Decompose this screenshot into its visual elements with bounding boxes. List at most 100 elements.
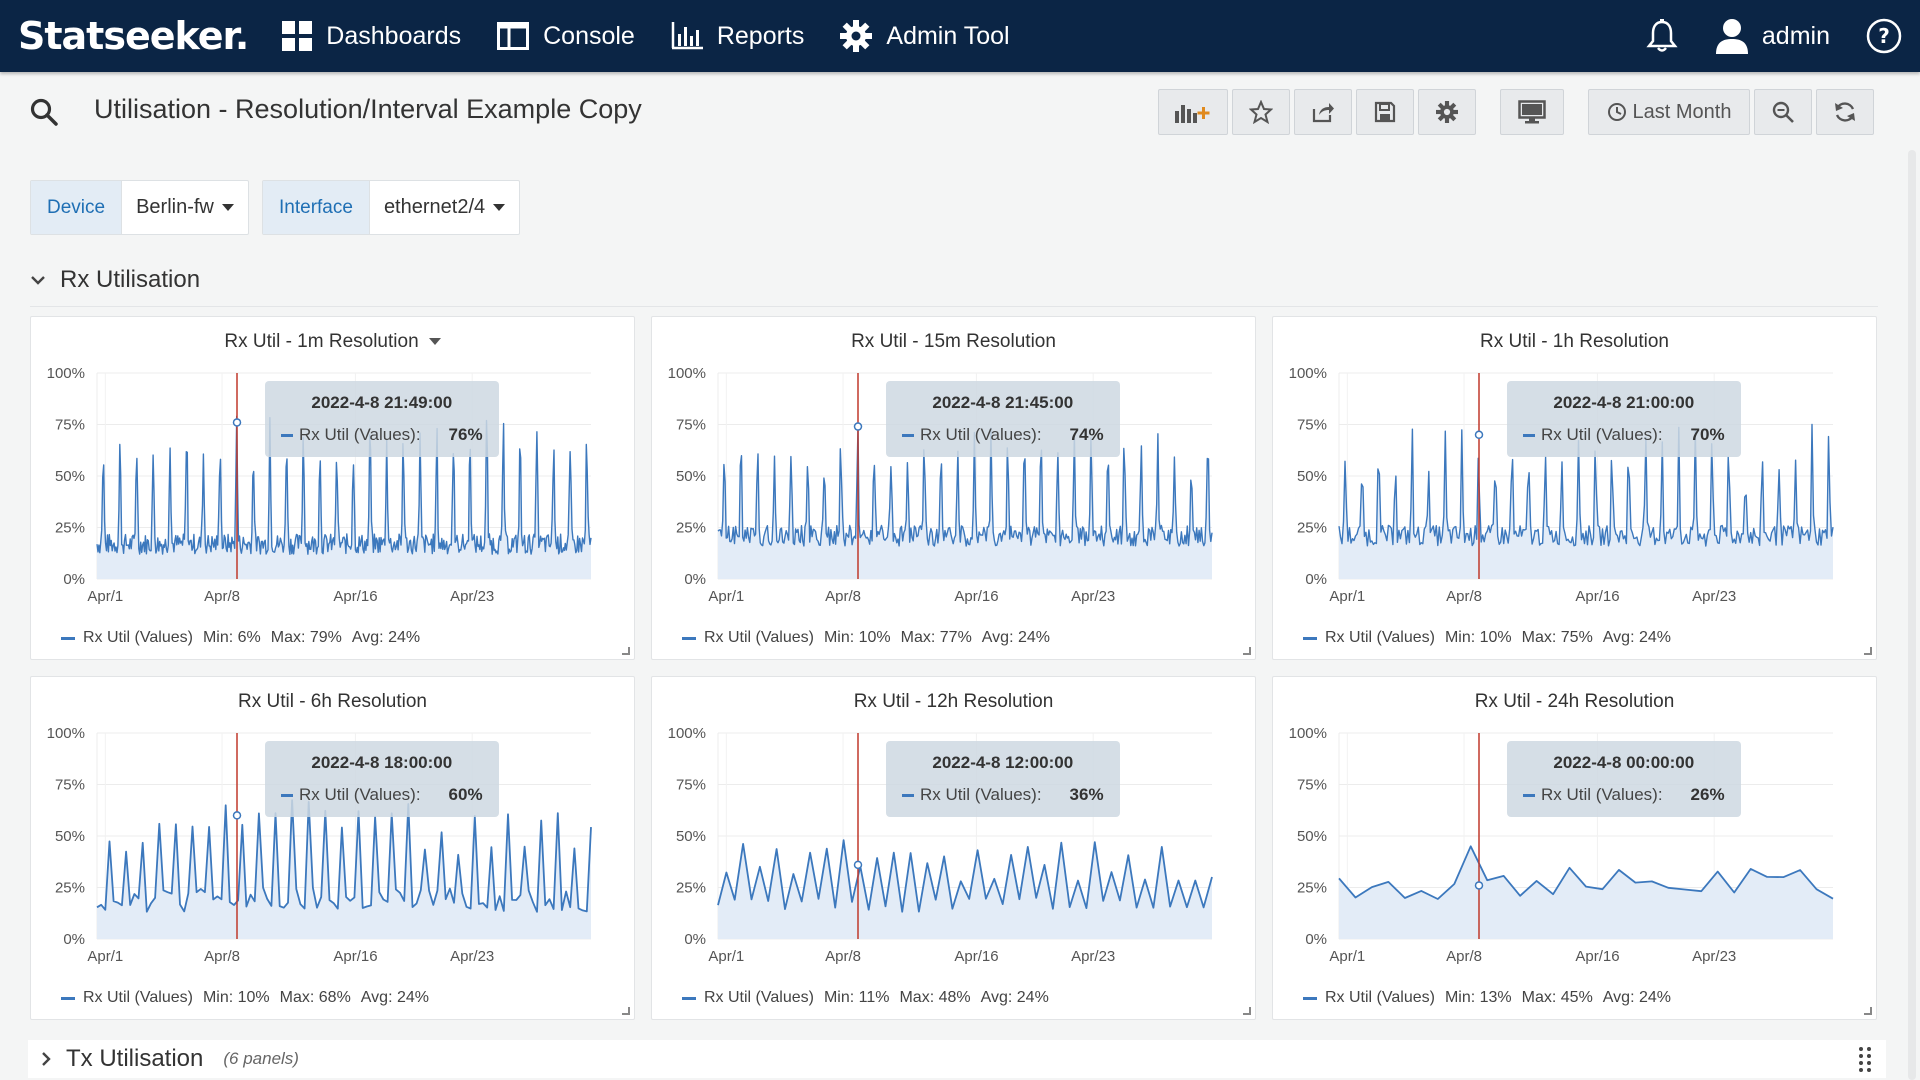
drag-handle-icon[interactable] [1858, 1046, 1872, 1077]
panel-title[interactable]: Rx Util - 15m Resolution [652, 331, 1255, 353]
chart-legend[interactable]: Rx Util (Values) Min: 13% Max: 45% Avg: 24% [1303, 989, 1671, 1007]
help-icon[interactable]: ? [1866, 18, 1902, 54]
time-range-picker[interactable]: Last Month [1588, 89, 1750, 135]
y-tick-label: 25% [676, 520, 706, 537]
legend-swatch [61, 996, 75, 1000]
tooltip-value: 26% [1690, 785, 1725, 804]
panel-rx-1m[interactable]: Rx Util - 1m Resolution 100% 75% 50% 25% 0% A… [30, 316, 635, 660]
chart-rx-15m[interactable]: 100% 75% 50% 25% 0%Apr/1 Apr/8 Apr/16 Apr/23 [652, 317, 1257, 617]
chart-legend[interactable]: Rx Util (Values) Min: 10% Max: 77% Avg: 24% [682, 629, 1050, 647]
series-line [1338, 423, 1834, 547]
star-button[interactable] [1232, 89, 1290, 135]
hover-point [853, 422, 863, 431]
user-menu[interactable]: admin [1715, 18, 1830, 54]
clock-icon [1607, 103, 1626, 121]
settings-button[interactable] [1418, 89, 1476, 135]
panel-title-text: Rx Util - 12h Resolution [853, 691, 1054, 712]
chart-rx-6h[interactable]: 100% 75% 50% 25% 0%Apr/1 Apr/8 Apr/16 Apr/23 [31, 677, 636, 977]
hover-point [232, 811, 242, 820]
panel-rx-6h[interactable]: Rx Util - 6h Resolution 100% 75% 50% 25% 0% A… [30, 676, 635, 1020]
resize-handle[interactable] [622, 1007, 630, 1015]
x-tick-label: Apr/8 [204, 588, 240, 605]
row-rx-utilisation[interactable]: Rx Utilisation [30, 262, 200, 298]
legend-max: Max: 48% [899, 989, 971, 1006]
nav-admin-tool[interactable]: Admin Tool [840, 0, 1010, 72]
hover-point [1474, 430, 1484, 440]
row-tx-panel-count: (6 panels) [223, 1049, 299, 1068]
window-icon [497, 22, 530, 50]
chart-legend[interactable]: Rx Util (Values) Min: 10% Max: 75% Avg: 24% [1303, 629, 1671, 647]
y-tick-label: 75% [676, 777, 706, 794]
tooltip-value: 74% [1069, 425, 1104, 444]
bell-icon[interactable] [1646, 19, 1678, 53]
chart-rx-12h[interactable]: 100% 75% 50% 25% 0%Apr/1 Apr/8 Apr/16 Apr/23 [652, 677, 1257, 977]
panel-title[interactable]: Rx Util - 1m Resolution [31, 331, 634, 353]
legend-max: Max: 79% [270, 629, 342, 646]
resize-handle[interactable] [1243, 647, 1251, 655]
panel-title[interactable]: Rx Util - 24h Resolution [1273, 691, 1876, 713]
device-select[interactable]: Berlin-fw [122, 181, 248, 234]
series-area [718, 840, 1212, 939]
resize-handle[interactable] [622, 647, 630, 655]
panel-title-text: Rx Util - 15m Resolution [851, 331, 1056, 352]
row-tx-utilisation[interactable]: Tx Utilisation (6 panels) [28, 1040, 1886, 1078]
y-tick-label: 100% [668, 725, 706, 742]
interface-variable: Interface ethernet2/4 [262, 180, 521, 235]
series-line [717, 425, 1213, 547]
panel-rx-1h[interactable]: Rx Util - 1h Resolution 100% 75% 50% 25% 0% A… [1272, 316, 1877, 660]
nav-console[interactable]: Console [497, 0, 635, 72]
cog-icon [1436, 101, 1458, 123]
nav-dashboards[interactable]: Dashboards [282, 0, 461, 72]
y-tick-label: 75% [676, 417, 706, 434]
resize-handle[interactable] [1864, 1007, 1872, 1015]
chart-rx-1h[interactable]: 100% 75% 50% 25% 0%Apr/1 Apr/8 Apr/16 Apr/23 [1273, 317, 1878, 617]
resize-handle[interactable] [1243, 1007, 1251, 1015]
add-panel-button[interactable] [1158, 89, 1228, 135]
y-tick-label: 0% [684, 571, 706, 588]
search-icon[interactable] [30, 98, 58, 131]
panel-title[interactable]: Rx Util - 1h Resolution [1273, 331, 1876, 353]
legend-series: Rx Util (Values) [704, 629, 814, 646]
tv-mode-button[interactable] [1500, 89, 1564, 135]
page-scrollbar[interactable] [1908, 150, 1916, 1080]
y-tick-label: 50% [55, 468, 85, 485]
row-tx-title: Tx Utilisation [66, 1045, 204, 1072]
nav-admin-tool-label: Admin Tool [886, 21, 1010, 50]
interface-select[interactable]: ethernet2/4 [370, 181, 519, 234]
resize-handle[interactable] [1864, 647, 1872, 655]
y-tick-label: 25% [676, 880, 706, 897]
share-button[interactable] [1294, 89, 1352, 135]
legend-avg: Avg: 24% [980, 989, 1049, 1006]
tooltip-series: Rx Util (Values): [1541, 785, 1663, 804]
chart-rx-24h[interactable]: 100% 75% 50% 25% 0%Apr/1 Apr/8 Apr/16 Apr/23 [1273, 677, 1878, 977]
refresh-button[interactable] [1816, 89, 1874, 135]
chart-legend[interactable]: Rx Util (Values) Min: 6% Max: 79% Avg: 24% [61, 629, 420, 647]
series-swatch [1523, 433, 1535, 437]
monitor-icon [1518, 100, 1546, 124]
tooltip-date: 2022-4-8 21:45:00 [932, 393, 1074, 412]
device-variable-label: Device [31, 181, 123, 234]
chart-legend[interactable]: Rx Util (Values) Min: 11% Max: 48% Avg: 24% [682, 989, 1049, 1007]
panel-title[interactable]: Rx Util - 12h Resolution [652, 691, 1255, 713]
nav-reports[interactable]: Reports [671, 0, 804, 72]
save-button[interactable] [1356, 89, 1414, 135]
zoom-out-button[interactable] [1754, 89, 1812, 135]
statseeker-logo[interactable]: Statseeker. [18, 14, 249, 58]
x-tick-label: Apr/16 [954, 948, 998, 965]
legend-swatch [1303, 636, 1317, 640]
legend-max: Max: 77% [900, 629, 972, 646]
x-tick-label: Apr/8 [204, 948, 240, 965]
panel-title-text: Rx Util - 1h Resolution [1479, 331, 1670, 352]
chart-legend[interactable]: Rx Util (Values) Min: 10% Max: 68% Avg: 24% [61, 989, 429, 1007]
chart-rx-1m[interactable]: 100% 75% 50% 25% 0%Apr/1 Apr/8 Apr/16 Apr/23 [31, 317, 636, 617]
panel-title[interactable]: Rx Util - 6h Resolution [31, 691, 634, 713]
legend-min: Min: 6% [202, 629, 261, 646]
dashboard-title[interactable]: Utilisation - Resolution/Interval Exampl… [94, 94, 642, 124]
legend-min: Min: 13% [1444, 989, 1512, 1006]
time-range-label: Last Month [1632, 100, 1732, 123]
panel-rx-24h[interactable]: Rx Util - 24h Resolution 100% 75% 50% 25% 0%… [1272, 676, 1877, 1020]
legend-series: Rx Util (Values) [83, 989, 193, 1006]
tooltip-series: Rx Util (Values): [299, 425, 421, 444]
panel-rx-12h[interactable]: Rx Util - 12h Resolution 100% 75% 50% 25% 0%… [651, 676, 1256, 1020]
panel-rx-15m[interactable]: Rx Util - 15m Resolution 100% 75% 50% 25% 0%… [651, 316, 1256, 660]
